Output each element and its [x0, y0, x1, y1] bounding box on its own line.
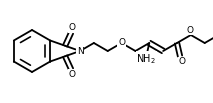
Text: O: O — [118, 37, 125, 46]
Text: O: O — [69, 70, 76, 79]
Text: N: N — [77, 46, 83, 56]
Text: O: O — [186, 26, 193, 35]
Text: O: O — [178, 57, 186, 67]
Text: NH$_2$: NH$_2$ — [136, 52, 156, 66]
Text: O: O — [69, 23, 76, 32]
